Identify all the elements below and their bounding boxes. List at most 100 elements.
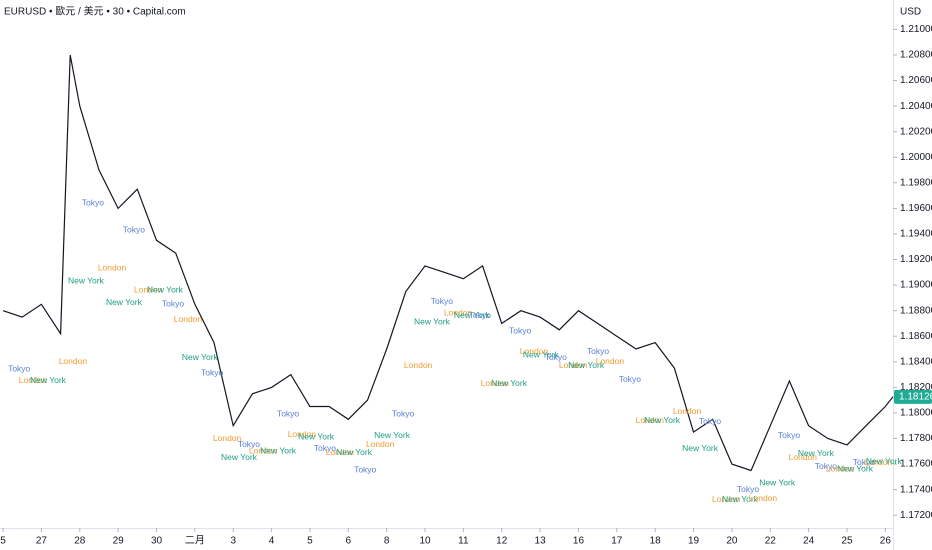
x-tick-label: 3 [230,536,236,547]
x-tick-label: 5 [307,536,313,547]
y-tick-label: 1.18800 [900,305,932,316]
session-label: Tokyo [545,352,567,362]
x-tick-label: 13 [535,536,547,547]
currency-label: USD [900,7,921,18]
session-label: London [749,493,778,503]
y-tick-label: 1.20600 [900,75,932,86]
session-label: New York [374,430,411,440]
x-tick-label: 6 [346,536,352,547]
session-label: New York [106,297,143,307]
x-tick-label: 11 [458,536,469,547]
session-label: London [404,360,433,370]
y-tick-label: 1.18600 [900,331,932,342]
y-tick-label: 1.17800 [900,433,932,444]
session-label: New York [260,446,297,456]
y-tick-label: 1.18400 [900,356,932,367]
y-tick-label: 1.19800 [900,177,932,188]
session-label: Tokyo [469,310,491,320]
session-label: New York [722,494,759,504]
y-tick-label: 1.19600 [900,203,932,214]
x-tick-label: 10 [419,536,431,547]
session-label: London [789,452,818,462]
session-label: London [673,406,702,416]
y-tick-label: 1.17400 [900,484,932,495]
session-label: London [174,314,203,324]
last-price-box [894,389,932,404]
x-tick-label: 30 [151,536,163,547]
session-label: Tokyo [619,374,641,384]
x-tick-label: 29 [113,536,125,547]
x-tick-label: 19 [688,536,700,547]
session-label: New York [491,378,528,388]
session-label: Tokyo [82,198,104,208]
session-label: Tokyo [354,465,376,475]
y-tick-label: 1.17600 [900,459,932,470]
session-label: Tokyo [699,416,721,426]
session-label: Tokyo [431,296,453,306]
session-label: London [288,429,317,439]
y-tick-label: 1.19400 [900,229,932,240]
x-tick-label: 16 [573,536,585,547]
session-label: New York [568,360,605,370]
session-label: Tokyo [277,408,299,418]
session-label: London [712,494,741,504]
session-label: New York [414,316,451,326]
session-label: Tokyo [853,457,875,467]
session-label: London [98,263,127,273]
session-label: Tokyo [123,224,145,234]
session-label: Tokyo [778,430,800,440]
x-tick-label: 18 [650,536,662,547]
x-tick-label: 5 [0,536,6,547]
session-label: Tokyo [162,299,184,309]
session-label: Tokyo [587,346,609,356]
session-label: New York [798,448,835,458]
session-label: London [826,463,855,473]
session-label: Tokyo [392,408,414,418]
session-label: London [559,360,588,370]
session-label: Tokyo [8,364,30,374]
session-label: New York [523,350,560,360]
session-label: New York [182,352,219,362]
session-label: Tokyo [737,484,759,494]
session-label: New York [30,375,67,385]
session-label: New York [298,431,335,441]
x-tick-label: 26 [880,536,892,547]
y-tick-label: 1.19000 [900,280,932,291]
y-tick-label: 1.21000 [900,24,932,35]
session-label: New York [221,452,258,462]
x-tick-label: 12 [496,536,508,547]
x-tick-label: 二月 [185,535,205,547]
x-tick-label: 4 [269,536,275,547]
session-label: London [864,457,893,467]
session-label: London [366,439,395,449]
x-tick-label: 17 [611,536,623,547]
session-label: New York [454,310,491,320]
session-label: London [19,375,48,385]
session-label: New York [866,456,903,466]
session-label: London [249,446,278,456]
session-label: Tokyo [238,439,260,449]
session-label: London [213,433,242,443]
session-label: New York [759,478,796,488]
y-tick-label: 1.20400 [900,101,932,112]
session-label: Tokyo [509,325,531,335]
session-label: New York [837,463,874,473]
session-label: London [326,447,355,457]
session-label: London [636,415,665,425]
session-label: London [596,356,625,366]
x-tick-label: 8 [384,536,390,547]
y-tick-label: 1.17200 [900,510,932,521]
session-label: New York [336,447,373,457]
session-label: New York [147,284,184,294]
x-tick-label: 24 [803,536,815,547]
x-tick-label: 28 [74,536,86,547]
y-tick-label: 1.19200 [900,254,932,265]
session-label: London [444,307,473,317]
session-label: New York [68,276,105,286]
session-label: London [520,346,549,356]
price-line [2,54,894,472]
x-tick-label: 20 [726,536,738,547]
x-tick-label: 25 [841,536,853,547]
